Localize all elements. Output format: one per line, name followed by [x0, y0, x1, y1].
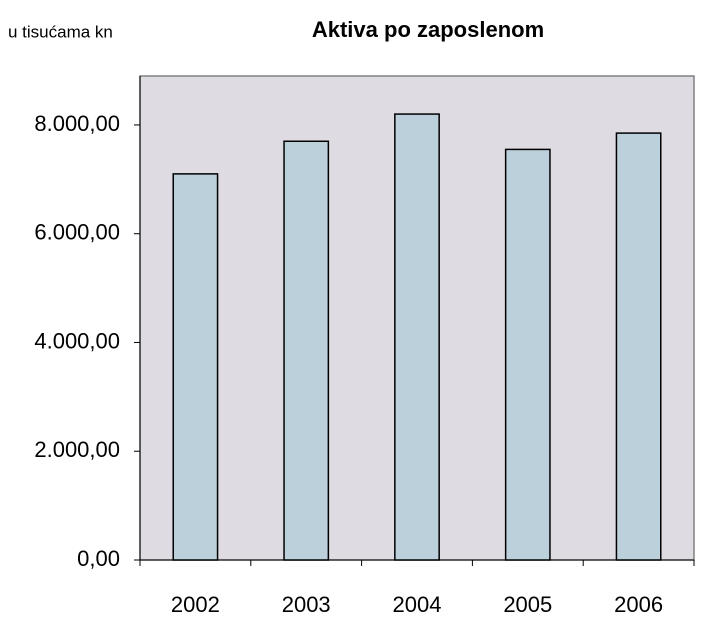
chart-subtitle: u tisućama kn: [8, 22, 113, 41]
x-tick-label: 2005: [503, 592, 552, 617]
x-tick-label: 2003: [282, 592, 331, 617]
bar: [394, 113, 440, 561]
y-tick-label: 6.000,00: [34, 220, 120, 245]
x-tick-label: 2002: [171, 592, 220, 617]
y-tick-label: 2.000,00: [34, 437, 120, 462]
x-tick-label: 2004: [393, 592, 442, 617]
bar: [283, 140, 330, 561]
y-tick-label: 4.000,00: [34, 328, 120, 353]
bar: [172, 173, 219, 561]
bar: [615, 132, 662, 561]
bar: [504, 148, 551, 561]
y-tick-label: 0,00: [77, 546, 120, 571]
chart-title: Aktiva po zaposlenom: [312, 17, 544, 42]
x-tick-label: 2006: [614, 592, 663, 617]
y-tick-label: 8.000,00: [34, 111, 120, 136]
